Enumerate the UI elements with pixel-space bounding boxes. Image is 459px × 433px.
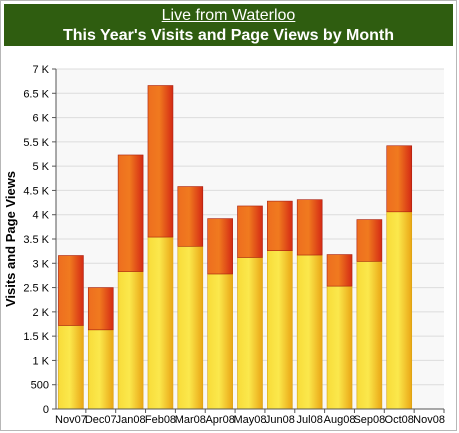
x-tick-label: Mar08 xyxy=(175,414,206,426)
y-tick-label: 6.5 K xyxy=(23,88,49,100)
bar-pageviews-apr08 xyxy=(207,218,233,275)
y-tick-label: 4 K xyxy=(32,210,49,222)
bar-visits-oct08 xyxy=(386,211,413,410)
y-tick-label: 500 xyxy=(31,380,49,392)
bar-pageviews-nov07 xyxy=(58,255,84,326)
bar-pageviews-aug08 xyxy=(326,254,353,287)
bar-pageviews-oct08 xyxy=(386,145,413,213)
x-tick-label: Nov07 xyxy=(55,414,87,426)
chart-header: Live from Waterloo This Year's Visits an… xyxy=(4,4,453,46)
bar-pageviews-mar08 xyxy=(177,186,204,247)
y-tick-labels: 0 500 1 K 1.5 K 2 K 2.5 K 3 K 3.5 K 4 K 4.5 K 5 K 5… xyxy=(23,64,56,416)
bar-visits-apr08 xyxy=(207,273,233,410)
y-tick-label: 0 xyxy=(43,404,49,416)
bar-pageviews-jul08 xyxy=(296,199,323,256)
bar-visits-sep08 xyxy=(356,261,383,410)
bar-pageviews-feb08 xyxy=(147,85,174,238)
y-tick-label: 1.5 K xyxy=(23,331,49,343)
bar-pageviews-may08 xyxy=(237,205,263,258)
y-axis-label: Visits and Page Views xyxy=(3,171,18,307)
bar-visits-jun08 xyxy=(267,250,293,410)
bar-pageviews-dec07 xyxy=(87,287,114,331)
bar-visits-dec07 xyxy=(87,329,114,410)
bar-pageviews-jan08 xyxy=(117,154,144,272)
x-tick-label: Nov08 xyxy=(413,414,445,426)
x-tick-label: Oct08 xyxy=(385,414,414,426)
x-tick-label: Jul08 xyxy=(297,414,323,426)
chart-title: This Year's Visits and Page Views by Mon… xyxy=(62,27,395,44)
bar-pageviews-jun08 xyxy=(267,200,293,251)
y-tick-label: 2.5 K xyxy=(23,283,49,295)
bar-visits-jan08 xyxy=(117,271,144,410)
bar-visits-mar08 xyxy=(177,245,204,410)
bar-visits-jul08 xyxy=(296,254,323,410)
x-tick-label: May08 xyxy=(233,414,266,426)
x-tick-label: Dec07 xyxy=(85,414,117,426)
x-tick-label: Apr08 xyxy=(205,414,234,426)
y-tick-label: 2 K xyxy=(32,307,49,319)
bar-pageviews-sep08 xyxy=(356,219,383,262)
y-tick-label: 1 K xyxy=(32,355,49,367)
x-tick-label: Jan08 xyxy=(116,414,146,426)
x-tick-label: Feb08 xyxy=(145,414,176,426)
y-tick-label: 3 K xyxy=(32,258,49,270)
x-tick-label: Jun08 xyxy=(265,414,295,426)
y-tick-label: 5 K xyxy=(32,161,49,173)
bars xyxy=(58,85,413,410)
y-tick-label: 3.5 K xyxy=(23,234,49,246)
bar-visits-feb08 xyxy=(147,236,174,410)
y-tick-label: 4.5 K xyxy=(23,185,49,197)
bar-visits-nov07 xyxy=(58,325,84,410)
site-link[interactable]: Live from Waterloo xyxy=(161,7,296,24)
y-tick-label: 7 K xyxy=(32,64,49,76)
bar-visits-may08 xyxy=(237,257,263,410)
x-tick-label: Sep08 xyxy=(353,414,385,426)
x-tick-label: Aug08 xyxy=(324,414,356,426)
bar-visits-aug08 xyxy=(326,285,353,410)
y-tick-label: 6 K xyxy=(32,113,49,125)
y-tick-label: 5.5 K xyxy=(23,137,49,149)
